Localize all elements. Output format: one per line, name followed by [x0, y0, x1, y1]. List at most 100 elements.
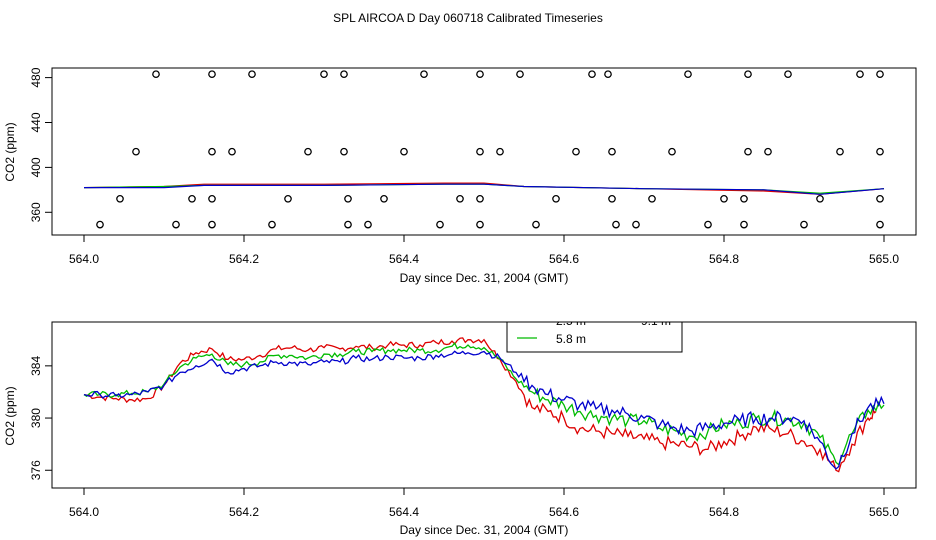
y-tick-label: 400	[29, 157, 43, 177]
data-point	[764, 147, 772, 156]
data-point	[476, 194, 484, 203]
legend-label-5-8m: 5.8 m	[556, 332, 586, 346]
legend-label-2-5m: 2.5 m	[556, 314, 586, 328]
x-tick-label: 564.6	[549, 505, 579, 519]
data-point	[856, 70, 864, 79]
data-point	[744, 70, 752, 79]
data-point	[744, 147, 752, 156]
data-point	[876, 194, 884, 203]
y-tick-label: 440	[29, 112, 43, 132]
data-point	[816, 194, 824, 203]
data-point	[608, 147, 616, 156]
plot-frame	[51, 67, 917, 236]
legend: 2.5 m 5.8 m 9.1 m	[506, 314, 683, 353]
data-point	[516, 70, 524, 79]
data-point	[608, 194, 616, 203]
scatter-points	[96, 70, 884, 229]
data-point	[740, 194, 748, 203]
x-tick-label: 564.4	[389, 505, 419, 519]
x-tick-label: 564.2	[229, 252, 259, 266]
x-tick-label: 564.2	[229, 505, 259, 519]
x-tick-label: 564.8	[709, 505, 739, 519]
data-point	[208, 194, 216, 203]
data-point	[96, 220, 104, 229]
x-tick-label: 564.6	[549, 252, 579, 266]
data-point	[784, 70, 792, 79]
data-point	[612, 220, 620, 229]
data-point	[684, 70, 692, 79]
y-tick-label: 380	[29, 408, 43, 428]
data-point	[208, 70, 216, 79]
data-point	[720, 194, 728, 203]
data-point	[116, 194, 124, 203]
data-point	[344, 194, 352, 203]
data-point	[188, 194, 196, 203]
x-axis: 564.0 564.2 564.4 564.6 564.8 565.0	[69, 488, 899, 519]
data-point	[284, 194, 292, 203]
series-line-9-1-m	[83, 350, 885, 470]
data-point	[420, 70, 428, 79]
y-tick-label: 384	[29, 356, 43, 376]
data-point	[436, 220, 444, 229]
height-series-lines	[83, 337, 885, 473]
data-point	[152, 70, 160, 79]
data-point	[340, 70, 348, 79]
plot-frame	[51, 321, 917, 489]
data-point	[876, 147, 884, 156]
data-point	[172, 220, 180, 229]
series-line-red	[83, 182, 885, 195]
y-tick-label: 376	[29, 460, 43, 480]
y-axis-label: CO2 (ppm)	[3, 386, 17, 445]
data-point	[876, 220, 884, 229]
data-point	[476, 147, 484, 156]
y-tick-label: 360	[29, 202, 43, 222]
data-point	[836, 147, 844, 156]
series-line-2-5-m	[83, 337, 877, 473]
data-point	[648, 194, 656, 203]
data-point	[304, 147, 312, 156]
data-point	[340, 147, 348, 156]
data-point	[572, 147, 580, 156]
y-axis: 360 400 440 480	[29, 67, 52, 222]
series-line-blue	[84, 183, 885, 195]
y-tick-label: 480	[29, 67, 43, 87]
x-tick-label: 565.0	[869, 252, 899, 266]
y-axis: 376 380 384	[29, 356, 52, 480]
data-point	[588, 70, 596, 79]
data-point	[456, 194, 464, 203]
data-point	[632, 220, 640, 229]
x-tick-label: 564.8	[709, 252, 739, 266]
data-point	[476, 220, 484, 229]
data-point	[668, 147, 676, 156]
data-point	[704, 220, 712, 229]
data-point	[268, 220, 276, 229]
legend-box	[506, 322, 683, 353]
figure-title: SPL AIRCOA D Day 060718 Calibrated Times…	[333, 11, 603, 25]
x-tick-label: 564.0	[69, 505, 99, 519]
data-point	[400, 147, 408, 156]
data-point	[320, 70, 328, 79]
data-point	[476, 70, 484, 79]
data-point	[740, 220, 748, 229]
data-point	[208, 147, 216, 156]
x-tick-label: 565.0	[869, 505, 899, 519]
y-axis-label: CO2 (ppm)	[3, 122, 17, 181]
legend-label-9-1m: 9.1 m	[641, 314, 671, 328]
data-point	[496, 147, 504, 156]
series-lines	[83, 182, 885, 195]
data-point	[876, 70, 884, 79]
data-point	[248, 70, 256, 79]
data-point	[228, 147, 236, 156]
panel-bottom-heights: 2.5 m 5.8 m 9.1 m 564.0 564.2 564.4 564.6 56…	[3, 314, 917, 537]
x-axis-label: Day since Dec. 31, 2004 (GMT)	[400, 271, 569, 285]
series-line-5-8-m	[83, 342, 885, 466]
x-axis-label: Day since Dec. 31, 2004 (GMT)	[400, 523, 569, 537]
x-tick-label: 564.0	[69, 252, 99, 266]
data-point	[344, 220, 352, 229]
data-point	[604, 70, 612, 79]
panel-top-timeseries: 564.0 564.2 564.4 564.6 564.8 565.0 360 400 440…	[3, 67, 917, 285]
data-point	[364, 220, 372, 229]
data-point	[380, 194, 388, 203]
x-axis: 564.0 564.2 564.4 564.6 564.8 565.0	[69, 235, 899, 266]
